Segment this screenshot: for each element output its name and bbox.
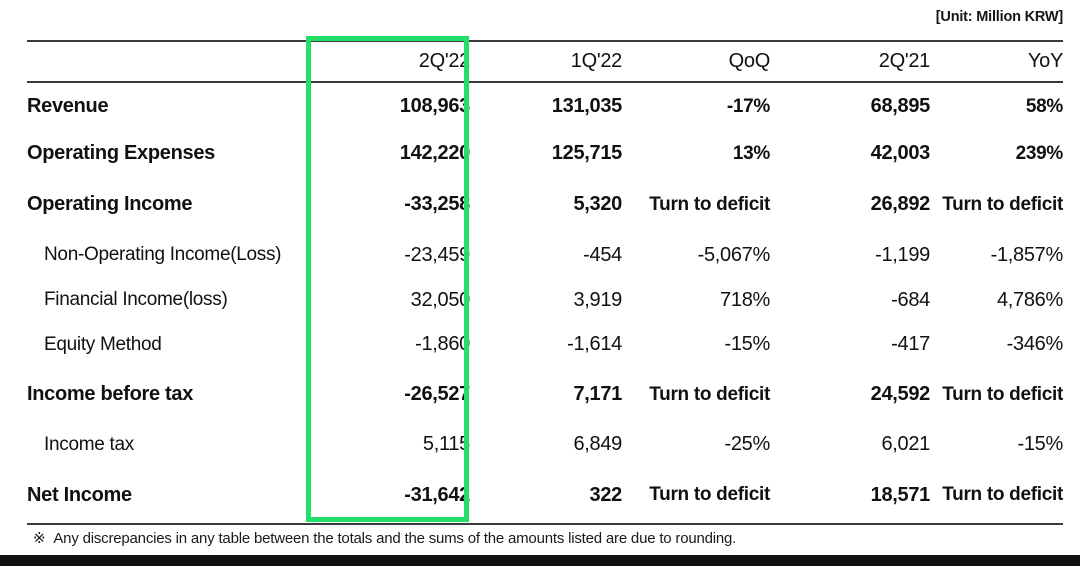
cell-2q22: 5,115 [422,433,470,455]
cell-1q22: 131,035 [551,95,623,117]
header-empty [27,41,307,83]
cell-2q21: -1,199 [875,243,930,266]
cell-1q22: -454 [583,243,622,266]
row-label: Revenue [27,95,109,117]
table-row-financial-income: Financial Income(loss) 32,050 3,919 718%… [27,278,1063,322]
cell-2q21: 18,571 [870,483,931,506]
cell-qoq: Turn to deficit [649,193,770,215]
row-label: Non-Operating Income(Loss) [44,244,282,266]
header-1q22: 1Q'22 [470,41,622,83]
cell-2q22: -26,527 [404,383,470,405]
cell-1q22: 7,171 [573,383,622,405]
cell-2q22: -1,860 [415,333,470,355]
cell-1q22: 3,919 [573,288,622,311]
table-row-equity-method: Equity Method -1,860 -1,614 -15% -417 -3… [27,322,1063,367]
footnote: ※ Any discrepancies in any table between … [33,529,736,547]
cell-yoy: -1,857% [990,243,1064,266]
cell-2q22: -31,642 [404,483,470,506]
cell-qoq: -15% [724,333,771,355]
header-2q21: 2Q'21 [770,41,930,83]
cell-2q22: 108,963 [399,95,471,117]
cell-yoy: -346% [1006,333,1064,355]
cell-qoq: Turn to deficit [649,383,770,405]
cell-yoy: 4,786% [996,288,1063,311]
header-row: 2Q'22 1Q'22 QoQ 2Q'21 YoY [27,41,1063,83]
cell-yoy: Turn to deficit [942,484,1063,506]
cell-1q22: -1,614 [567,333,622,355]
cell-qoq: -17% [726,95,770,117]
cell-yoy: 239% [1015,142,1064,164]
row-label: Financial Income(loss) [44,289,228,311]
cell-1q22: 6,849 [573,433,622,455]
table-row-income-tax: Income tax 5,115 6,849 -25% 6,021 -15% [27,422,1063,467]
header-yoy: YoY [930,41,1063,83]
row-label: Income before tax [27,383,194,405]
cell-1q22: 5,320 [573,193,622,215]
table-row-operating-income: Operating Income -33,258 5,320 Turn to d… [27,177,1063,232]
cell-2q21: 6,021 [881,433,930,455]
cell-qoq: 13% [732,142,770,164]
cell-2q22: -33,258 [404,193,470,215]
cell-2q21: -684 [891,288,930,311]
table-row-non-operating-income: Non-Operating Income(Loss) -23,459 -454 … [27,232,1063,278]
footnote-marker: ※ [33,530,46,547]
footnote-text: Any discrepancies in any table between t… [53,530,737,547]
bottom-bar [0,555,1080,566]
cell-yoy: Turn to deficit [942,383,1063,405]
cell-1q22: 322 [589,483,623,506]
header-2q22: 2Q'22 [307,41,470,83]
cell-yoy: 58% [1025,95,1063,117]
cell-yoy: Turn to deficit [942,193,1063,215]
cell-2q21: 26,892 [870,193,931,215]
unit-label: [Unit: Million KRW] [935,9,1063,25]
table-row-income-before-tax: Income before tax -26,527 7,171 Turn to … [27,367,1063,422]
cell-yoy: -15% [1017,433,1064,455]
row-label: Net Income [27,483,132,506]
cell-2q21: 42,003 [870,142,931,164]
row-label: Operating Income [27,193,193,215]
cell-2q22: -23,459 [404,243,470,266]
row-label: Operating Expenses [27,142,215,164]
table-row-net-income: Net Income -31,642 322 Turn to deficit 1… [27,467,1063,524]
income-statement-table: 2Q'22 1Q'22 QoQ 2Q'21 YoY Revenue 108,96… [27,40,1063,525]
cell-2q21: 24,592 [870,383,931,405]
cell-2q21: 68,895 [870,95,931,117]
row-label: Income tax [44,433,134,455]
table-row-revenue: Revenue 108,963 131,035 -17% 68,895 58% [27,82,1063,130]
cell-qoq: -5,067% [697,243,771,266]
cell-2q22: 142,220 [399,142,471,164]
table-row-operating-expenses: Operating Expenses 142,220 125,715 13% 4… [27,130,1063,177]
cell-qoq: 718% [720,288,770,311]
cell-2q21: -417 [891,333,930,355]
cell-1q22: 125,715 [551,142,623,164]
header-qoq: QoQ [622,41,770,83]
cell-qoq: Turn to deficit [649,484,770,506]
cell-2q22: 32,050 [410,288,471,311]
row-label: Equity Method [44,333,162,355]
cell-qoq: -25% [724,433,771,455]
